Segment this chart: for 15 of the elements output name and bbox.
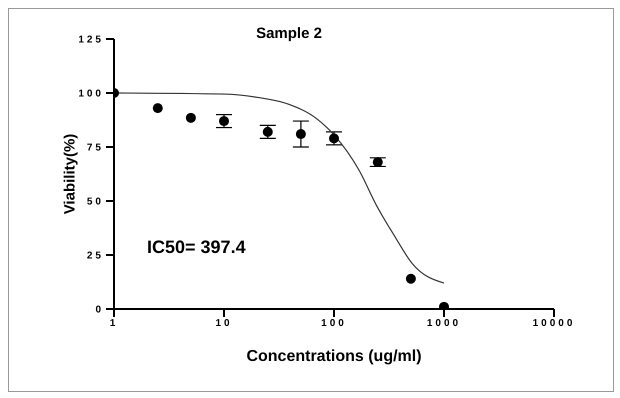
x-tick-label: 1000: [426, 318, 462, 330]
y-tick-label: 125: [78, 34, 104, 46]
x-axis-title: Concentrations (ug/ml): [246, 348, 422, 365]
x-tick-label: 100: [321, 318, 347, 330]
y-tick-label: 0: [95, 304, 104, 316]
x-tick-label: 10000: [532, 318, 576, 330]
x-tick-label: 10: [215, 318, 233, 330]
annotation: IC50= 397.4: [147, 237, 246, 258]
y-axis-title: Viability(%): [61, 134, 78, 214]
x-tick-label: 1: [110, 318, 118, 330]
y-tick-label: 75: [86, 142, 104, 154]
chart-title: Sample 2: [256, 25, 322, 42]
y-tick-label: 50: [86, 196, 104, 208]
y-tick-label: 25: [86, 250, 104, 262]
y-tick-label: 100: [78, 88, 104, 100]
